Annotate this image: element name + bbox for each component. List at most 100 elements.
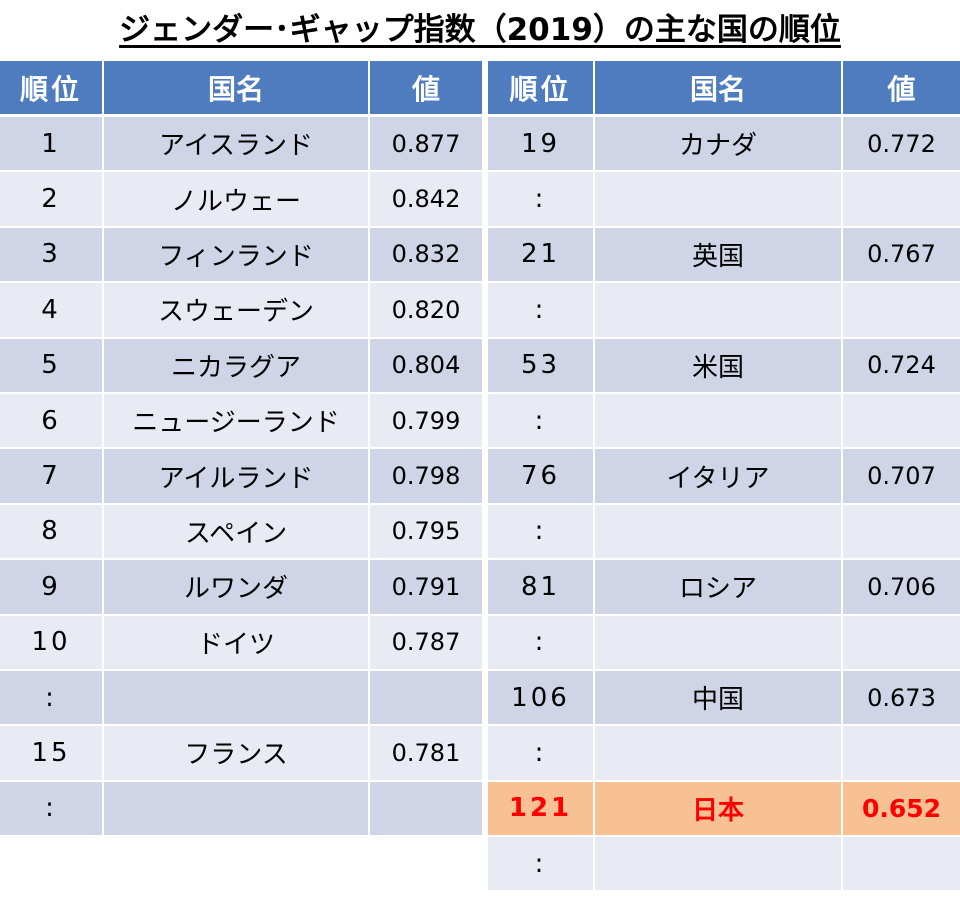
cell-rank: 10 [0,615,104,671]
cell-country [595,726,843,782]
table-body-right: 19 カナダ 0.772:21 英国 0.767:53 米国 0.724:76 イタリア 0.7… [488,117,960,893]
cell-value: 0.767 [843,227,960,284]
cell-country: 英国 [595,227,843,284]
cell-value: 0.820 [370,283,482,339]
header-country: 国名 [104,61,370,114]
cell-value [843,504,960,561]
cell-rank: 5 [0,338,104,394]
ranking-table-right: 順位 国名 値 19 カナダ 0.772:21 英国 0.767:53 米国 0.724:7… [488,61,960,893]
cell-country: アイルランド [104,449,370,505]
cell-country [595,172,843,228]
cell-rank: 21 [488,227,595,284]
table-row: 7 アイルランド 0.798 [0,449,482,505]
table-row: : [488,504,960,561]
table-row: 19 カナダ 0.772 [488,117,960,173]
cell-country [595,393,843,450]
cell-rank: 121 [488,781,595,838]
ranking-table-left: 順位 国名 値 1 アイスランド 0.877 2 ノルウェー 0.842 3 フィンランド 0.… [0,61,482,838]
table-row: 76 イタリア 0.707 [488,449,960,505]
cell-country [595,504,843,561]
cell-value: 0.804 [370,338,482,394]
cell-country: ニュージーランド [104,393,370,450]
cell-country: 日本 [595,781,843,838]
cell-rank: : [0,781,104,838]
table-row: : [488,283,960,339]
cell-country [595,837,843,893]
cell-value: 0.707 [843,449,960,505]
cell-rank: 6 [0,393,104,450]
cell-rank: 7 [0,449,104,505]
table-row: 3 フィンランド 0.832 [0,227,482,284]
table-row: 21 英国 0.767 [488,227,960,284]
table-row: : [488,615,960,671]
cell-country: ドイツ [104,615,370,671]
cell-country [595,615,843,671]
table-row: 2 ノルウェー 0.842 [0,172,482,228]
table-row: 8 スペイン 0.795 [0,504,482,561]
cell-value [370,670,482,727]
cell-country [104,781,370,838]
table-row-highlighted: 121 日本 0.652 [488,781,960,838]
cell-value: 0.652 [843,781,960,838]
cell-rank: 3 [0,227,104,284]
header-rank: 順位 [488,61,595,114]
cell-country: ルワンダ [104,560,370,616]
table-header-row: 順位 国名 値 [488,61,960,114]
page-title: ジェンダー･ギャップ指数（2019）の主な国の順位 [0,10,960,50]
cell-rank: 53 [488,338,595,394]
cell-country: 中国 [595,670,843,727]
cell-country [104,670,370,727]
cell-country: スペイン [104,504,370,561]
table-row: : [0,670,482,727]
cell-country: フランス [104,726,370,782]
cell-rank: : [0,670,104,727]
cell-rank: 2 [0,172,104,228]
cell-rank: : [488,726,595,782]
header-value: 値 [843,61,960,114]
cell-rank: 9 [0,560,104,616]
cell-country: スウェーデン [104,283,370,339]
table-row: : [488,172,960,228]
cell-rank: : [488,393,595,450]
cell-rank: : [488,615,595,671]
cell-value: 0.772 [843,117,960,173]
cell-rank: : [488,172,595,228]
cell-value: 0.798 [370,449,482,505]
cell-value: 0.724 [843,338,960,394]
header-country: 国名 [595,61,843,114]
cell-rank: : [488,837,595,893]
header-value: 値 [370,61,482,114]
cell-country: イタリア [595,449,843,505]
table-row: 106 中国 0.673 [488,670,960,727]
cell-rank: 106 [488,670,595,727]
cell-value: 0.706 [843,560,960,616]
table-row: : [488,837,960,893]
cell-value: 0.791 [370,560,482,616]
cell-rank: 76 [488,449,595,505]
cell-rank: : [488,283,595,339]
cell-rank: 4 [0,283,104,339]
cell-country: 米国 [595,338,843,394]
table-row: 10 ドイツ 0.787 [0,615,482,671]
cell-country: アイスランド [104,117,370,173]
cell-value [843,283,960,339]
header-rank: 順位 [0,61,104,114]
cell-rank: 1 [0,117,104,173]
table-header-row: 順位 国名 値 [0,61,482,114]
table-row: : [488,393,960,450]
cell-value [370,781,482,838]
cell-rank: 19 [488,117,595,173]
cell-value [843,393,960,450]
cell-value [843,615,960,671]
cell-rank: : [488,504,595,561]
table-row: 1 アイスランド 0.877 [0,117,482,173]
cell-country: カナダ [595,117,843,173]
cell-country [595,283,843,339]
cell-value [843,837,960,893]
table-row: 81 ロシア 0.706 [488,560,960,616]
page-title-text: ジェンダー･ギャップ指数（2019）の主な国の順位 [119,12,841,48]
table-row: 6 ニュージーランド 0.799 [0,393,482,450]
cell-value [843,172,960,228]
table-row: 53 米国 0.724 [488,338,960,394]
cell-value: 0.799 [370,393,482,450]
